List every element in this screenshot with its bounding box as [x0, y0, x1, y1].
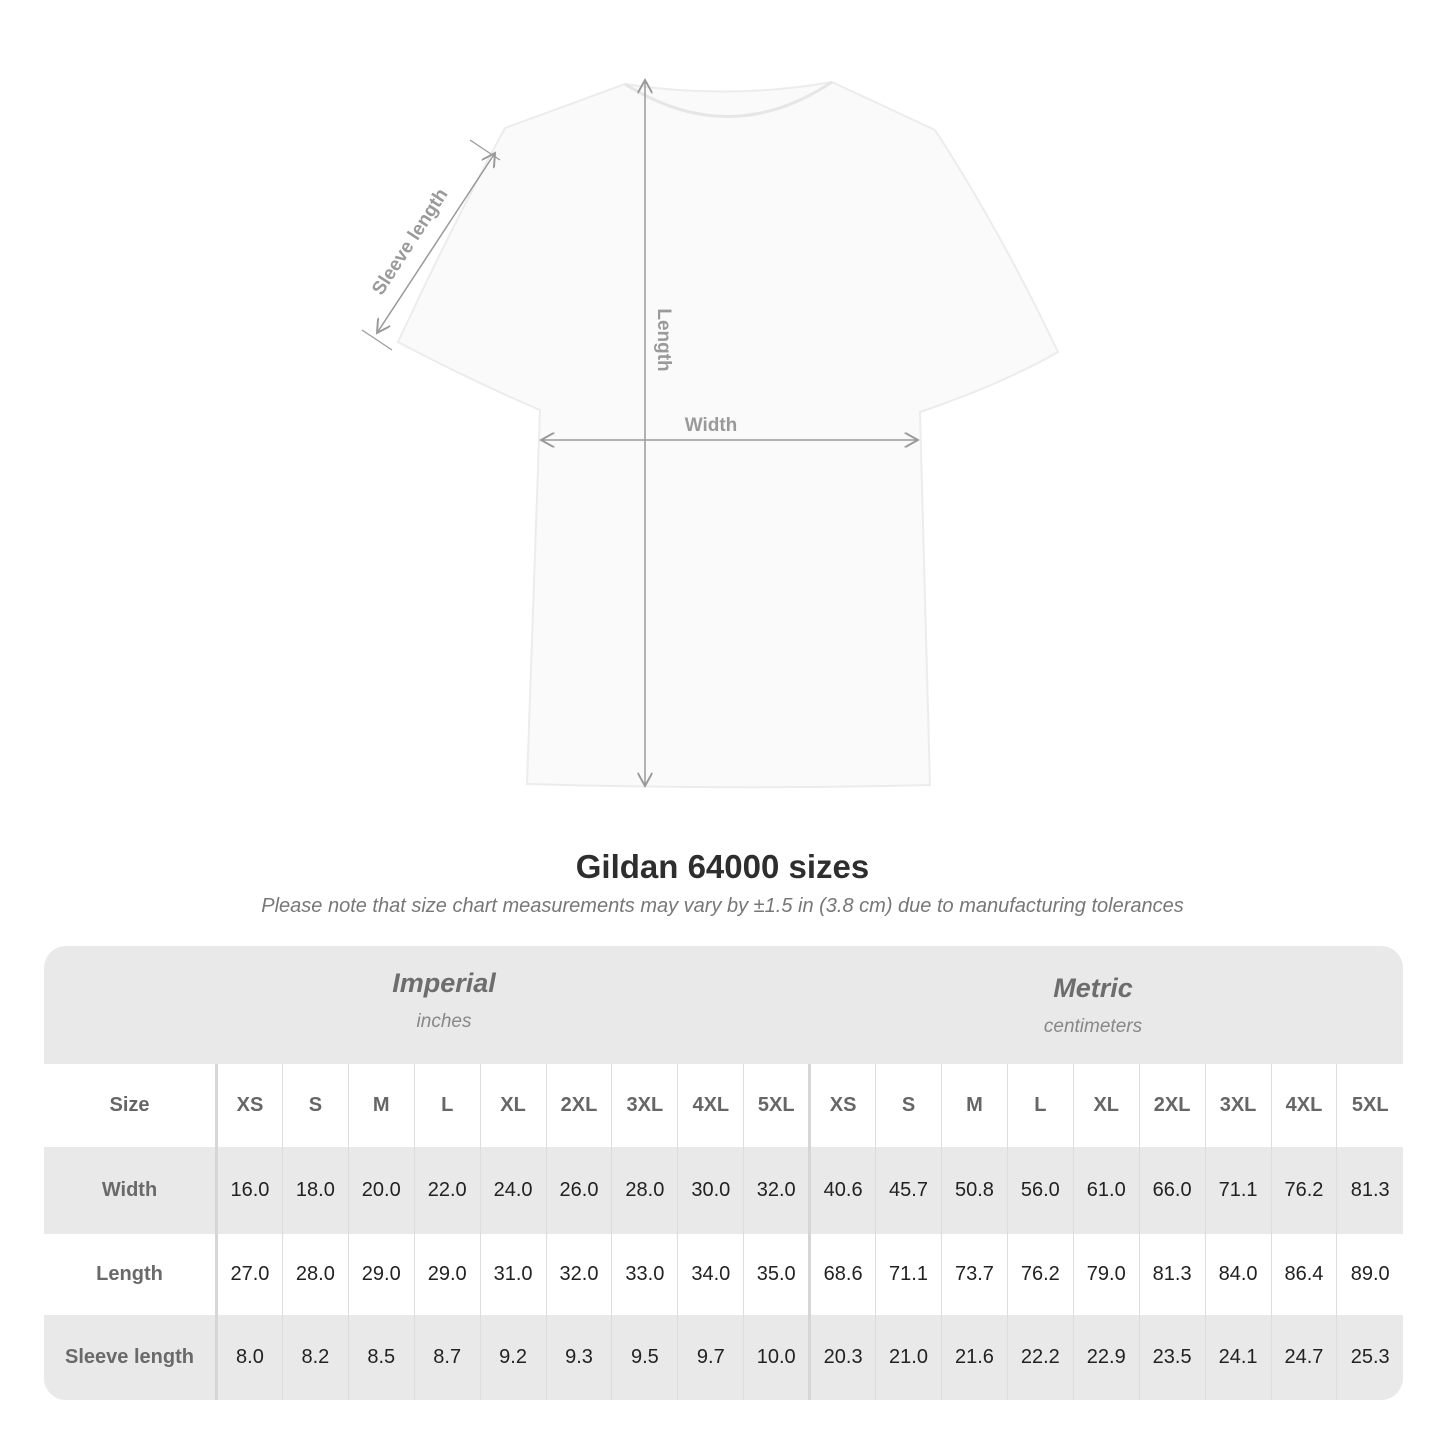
size-label: Size [44, 1064, 218, 1147]
metric-header: Metric centimeters [1043, 973, 1143, 1037]
cell-imperial: 26.0 [545, 1147, 612, 1234]
size-imperial-XS: XS [216, 1064, 283, 1147]
size-imperial-5XL: 5XL [743, 1064, 810, 1147]
cell-metric: 81.3 [1336, 1147, 1403, 1234]
cell-metric: 71.1 [1204, 1147, 1271, 1234]
size-table-panel: Imperial inches Metric centimeters Size X… [44, 946, 1403, 1400]
size-imperial-S: S [281, 1064, 349, 1147]
size-metric-5XL: 5XL [1336, 1064, 1403, 1147]
cell-imperial: 29.0 [347, 1234, 415, 1315]
size-imperial-XL: XL [479, 1064, 547, 1147]
cell-imperial: 9.5 [611, 1315, 678, 1400]
row-label: Length [44, 1234, 218, 1315]
cell-imperial: 8.2 [281, 1315, 349, 1400]
cell-metric: 66.0 [1138, 1147, 1206, 1234]
cell-imperial: 34.0 [677, 1234, 744, 1315]
size-metric-XL: XL [1072, 1064, 1140, 1147]
size-metric-L: L [1006, 1064, 1074, 1147]
table-row: Length 27.0 28.0 29.0 29.0 31.0 32.0 33.0 34.0 35… [44, 1234, 1403, 1315]
cell-imperial: 27.0 [216, 1234, 283, 1315]
table-row: Sleeve length 8.0 8.2 8.5 8.7 9.2 9.3 9.5 9.7 10.… [44, 1315, 1403, 1400]
size-metric-XS: XS [808, 1064, 876, 1147]
tolerance-note: Please note that size chart measurements… [261, 895, 1184, 917]
cell-imperial: 9.2 [479, 1315, 547, 1400]
size-metric-3XL: 3XL [1204, 1064, 1271, 1147]
cell-imperial: 35.0 [743, 1234, 810, 1315]
cell-imperial: 33.0 [611, 1234, 678, 1315]
cell-metric: 21.0 [875, 1315, 942, 1400]
cell-imperial: 8.5 [347, 1315, 415, 1400]
cell-imperial: 32.0 [743, 1147, 810, 1234]
size-metric-M: M [940, 1064, 1008, 1147]
cell-metric: 76.2 [1270, 1147, 1337, 1234]
cell-metric: 71.1 [875, 1234, 942, 1315]
table-row: Width 16.0 18.0 20.0 22.0 24.0 26.0 28.0 30.0 32.… [44, 1147, 1403, 1234]
cell-metric: 73.7 [940, 1234, 1008, 1315]
cell-imperial: 22.0 [413, 1147, 481, 1234]
size-header-row: Size XS S M L XL 2XL 3XL 4XL 5XL XS S M L XL 2XL 3XL 4XL 5… [44, 1064, 1403, 1147]
cell-metric: 61.0 [1072, 1147, 1140, 1234]
cell-imperial: 32.0 [545, 1234, 612, 1315]
size-table: Size XS S M L XL 2XL 3XL 4XL 5XL XS S M L XL 2XL 3XL 4XL 5… [44, 1064, 1403, 1400]
row-label: Sleeve length [44, 1315, 218, 1400]
cell-metric: 24.1 [1204, 1315, 1271, 1400]
row-label: Width [44, 1147, 218, 1234]
size-imperial-2XL: 2XL [545, 1064, 612, 1147]
cell-metric: 24.7 [1270, 1315, 1337, 1400]
cell-metric: 23.5 [1138, 1315, 1206, 1400]
size-imperial-M: M [347, 1064, 415, 1147]
cell-imperial: 30.0 [677, 1147, 744, 1234]
cell-metric: 20.3 [808, 1315, 876, 1400]
cell-imperial: 24.0 [479, 1147, 547, 1234]
cell-metric: 84.0 [1204, 1234, 1271, 1315]
size-imperial-4XL: 4XL [677, 1064, 744, 1147]
cell-imperial: 8.7 [413, 1315, 481, 1400]
cell-metric: 40.6 [808, 1147, 876, 1234]
cell-imperial: 29.0 [413, 1234, 481, 1315]
width-label: Width [685, 415, 738, 436]
size-metric-2XL: 2XL [1138, 1064, 1206, 1147]
size-metric-S: S [875, 1064, 942, 1147]
cell-metric: 68.6 [808, 1234, 876, 1315]
cell-metric: 21.6 [940, 1315, 1008, 1400]
cell-metric: 50.8 [940, 1147, 1008, 1234]
cell-metric: 81.3 [1138, 1234, 1206, 1315]
cell-metric: 45.7 [875, 1147, 942, 1234]
cell-metric: 86.4 [1270, 1234, 1337, 1315]
size-imperial-L: L [413, 1064, 481, 1147]
cell-imperial: 28.0 [281, 1234, 349, 1315]
cell-imperial: 16.0 [216, 1147, 283, 1234]
cell-imperial: 9.7 [677, 1315, 744, 1400]
cell-metric: 76.2 [1006, 1234, 1074, 1315]
cell-metric: 22.2 [1006, 1315, 1074, 1400]
cell-imperial: 20.0 [347, 1147, 415, 1234]
size-imperial-3XL: 3XL [611, 1064, 678, 1147]
sleeve-arrow [377, 153, 495, 333]
tshirt-diagram: Sleeve length Length Width [361, 0, 1060, 789]
imperial-header: Imperial inches [392, 968, 496, 1032]
cell-metric: 22.9 [1072, 1315, 1140, 1400]
cell-imperial: 18.0 [281, 1147, 349, 1234]
cell-metric: 89.0 [1336, 1234, 1403, 1315]
cell-imperial: 10.0 [743, 1315, 810, 1400]
size-metric-4XL: 4XL [1270, 1064, 1337, 1147]
cell-imperial: 8.0 [216, 1315, 283, 1400]
cell-metric: 79.0 [1072, 1234, 1140, 1315]
cell-imperial: 28.0 [611, 1147, 678, 1234]
cell-metric: 56.0 [1006, 1147, 1074, 1234]
cell-imperial: 31.0 [479, 1234, 547, 1315]
cell-imperial: 9.3 [545, 1315, 612, 1400]
length-label: Length [653, 308, 674, 371]
page-title: Gildan 64000 sizes [575, 848, 870, 885]
cell-metric: 25.3 [1336, 1315, 1403, 1400]
